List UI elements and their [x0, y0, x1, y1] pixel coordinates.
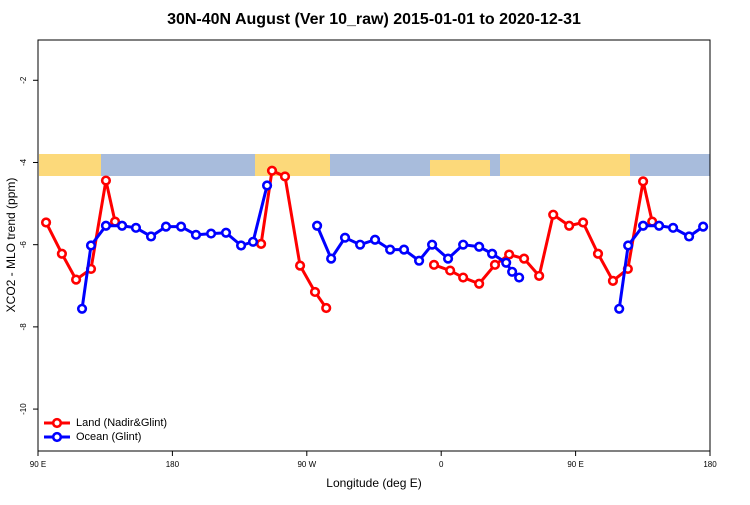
chart-title: 30N-40N August (Ver 10_raw) 2015-01-01 t… [167, 11, 581, 28]
data-point [309, 286, 321, 298]
data-point [266, 165, 278, 176]
data-point [507, 266, 518, 277]
data-point [145, 231, 157, 242]
data-point [653, 220, 665, 231]
data-point [235, 240, 247, 251]
data-point [474, 278, 485, 289]
data-point [130, 222, 142, 233]
y-tick-label: -6 [19, 241, 28, 249]
x-tick-label: 90 W [297, 460, 316, 469]
land-band [39, 154, 101, 176]
data-point [256, 238, 267, 249]
x-tick-label: 180 [703, 460, 717, 469]
data-point [548, 209, 559, 220]
data-point [326, 253, 337, 264]
y-axis-label: XCO2 - MLO trend (ppm) [4, 178, 18, 313]
data-point [504, 249, 515, 260]
legend-marker [51, 417, 63, 429]
data-point [445, 265, 456, 276]
data-point [637, 176, 649, 187]
data-point [426, 239, 438, 250]
x-tick-label: 90 E [30, 460, 46, 469]
data-point [489, 259, 501, 270]
data-point [279, 171, 291, 182]
data-point [355, 239, 366, 250]
data-point [623, 240, 634, 251]
x-tick-label: 0 [439, 460, 444, 469]
data-point [474, 241, 485, 252]
data-point [294, 260, 306, 271]
map-band [39, 154, 710, 176]
data-point [40, 217, 52, 228]
x-axis-label: Longitude (deg E) [326, 476, 421, 490]
data-point [518, 253, 530, 264]
data-point [487, 248, 498, 259]
x-tick-label: 180 [166, 460, 180, 469]
data-point [698, 221, 709, 232]
data-point [385, 244, 396, 255]
x-tick-label: 90 E [567, 460, 583, 469]
data-point [261, 180, 273, 191]
data-point [116, 220, 128, 231]
y-tick-label: -10 [19, 403, 28, 415]
data-point [637, 220, 649, 231]
data-point [205, 228, 217, 239]
land-band [500, 154, 630, 176]
plot-frame [37, 39, 711, 452]
data-point [428, 259, 440, 270]
data-point [614, 303, 625, 314]
data-point [668, 222, 679, 233]
legend-label: Land (Nadir&Glint) [76, 417, 167, 429]
legend-label: Ocean (Glint) [76, 431, 141, 443]
data-point [564, 220, 575, 231]
data-point [413, 255, 425, 266]
data-point [514, 272, 525, 283]
data-point [190, 229, 202, 240]
data-point [100, 220, 112, 231]
data-point [592, 248, 604, 259]
data-point [607, 275, 619, 286]
data-point [339, 232, 351, 243]
data-point [458, 272, 469, 283]
data-point [577, 217, 589, 228]
data-point [534, 270, 545, 282]
data-point [76, 303, 88, 314]
data-point [683, 231, 695, 242]
data-point [312, 220, 323, 231]
land-band [255, 154, 330, 176]
data-point [160, 221, 172, 232]
data-point [220, 227, 232, 238]
y-tick-label: -2 [19, 76, 28, 84]
y-tick-label: -8 [19, 323, 28, 331]
land-band [430, 160, 490, 176]
data-point [398, 244, 410, 255]
data-point [70, 274, 82, 285]
data-point [458, 239, 469, 250]
data-point [369, 234, 381, 245]
data-point [85, 240, 97, 251]
data-point [321, 302, 332, 314]
legend-marker [51, 431, 63, 443]
data-point [175, 221, 187, 232]
data-point [501, 257, 512, 268]
data-point [56, 248, 67, 259]
data-point [247, 236, 259, 247]
data-point [100, 175, 112, 186]
y-tick-label: -4 [19, 158, 28, 166]
data-point [442, 253, 454, 264]
